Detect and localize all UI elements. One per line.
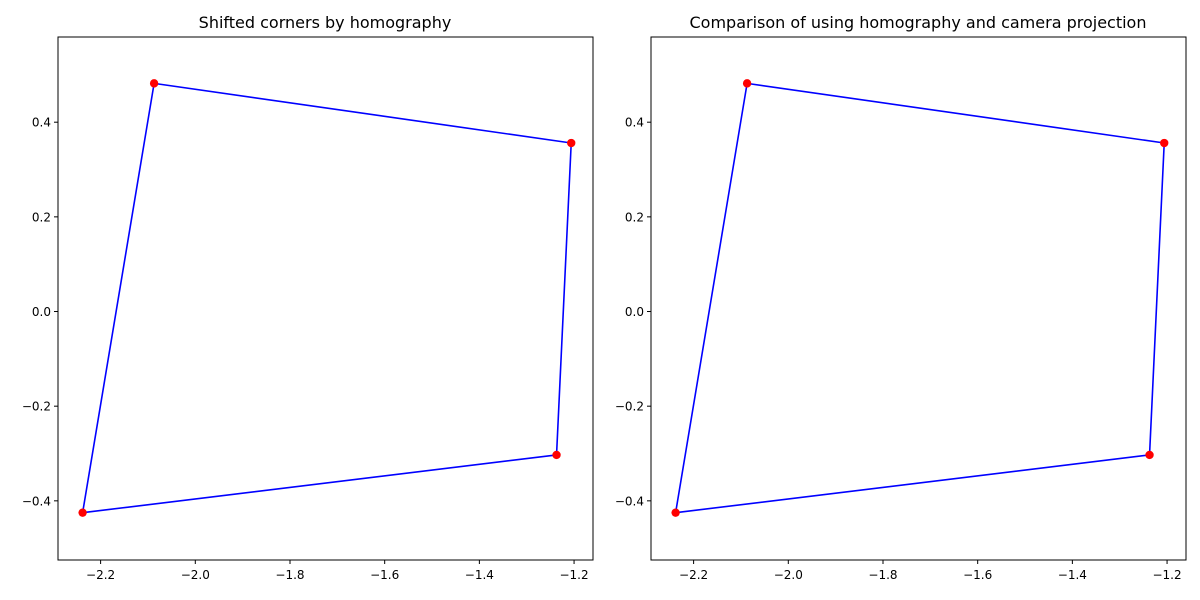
left-subplot: Shifted corners by homography −2.2 −2.0 −1… [22, 13, 594, 582]
left-y-tick-label-2: 0.0 [32, 305, 51, 319]
left-scatter-point-2 [552, 450, 561, 460]
right-scatter-point-0 [742, 79, 752, 88]
left-scatter-point-3 [78, 508, 87, 517]
left-x-tick-label-2: −1.8 [275, 568, 304, 582]
right-series-0-line [674, 82, 1166, 514]
left-y-tick-label-1: −0.2 [22, 400, 51, 414]
left-y-tick-label-0: −0.4 [22, 494, 51, 508]
left-x-tick-label-3: −1.6 [370, 568, 399, 582]
right-x-tick-label-0: −2.2 [679, 568, 708, 582]
right-x-tick-label-2: −1.8 [868, 568, 897, 582]
left-x-tick-label-0: −2.2 [86, 568, 115, 582]
right-y-tick-label-0: −0.4 [615, 494, 644, 508]
right-subplot: Comparison of using homography and camer… [615, 13, 1187, 582]
left-x-tick-label-4: −1.4 [465, 568, 494, 582]
left-scatter-point-0 [149, 79, 159, 88]
left-series-0-line [81, 82, 573, 514]
right-scatter-point-1 [1160, 138, 1169, 148]
right-axes-frame [650, 36, 1187, 561]
right-x-tick-label-4: −1.4 [1058, 568, 1087, 582]
right-x-tick-label-5: −1.2 [1152, 568, 1181, 582]
right-y-tick-label-1: −0.2 [615, 400, 644, 414]
right-subplot-title: Comparison of using homography and camer… [690, 13, 1147, 32]
left-x-tick-label-5: −1.2 [559, 568, 588, 582]
right-x-tick-label-1: −2.0 [774, 568, 803, 582]
left-subplot-title: Shifted corners by homography [199, 13, 452, 32]
left-y-tick-label-3: 0.2 [32, 210, 51, 224]
left-scatter-point-1 [567, 138, 576, 148]
left-x-tick-label-1: −2.0 [181, 568, 210, 582]
right-scatter-point-2 [1145, 450, 1154, 460]
right-y-tick-label-3: 0.2 [625, 210, 644, 224]
right-x-tick-label-3: −1.6 [963, 568, 992, 582]
right-y-tick-label-4: 0.4 [625, 116, 644, 130]
right-y-tick-label-2: 0.0 [625, 305, 644, 319]
left-axes-frame [57, 36, 594, 561]
right-scatter-point-3 [671, 508, 680, 517]
left-y-tick-label-4: 0.4 [32, 116, 51, 130]
